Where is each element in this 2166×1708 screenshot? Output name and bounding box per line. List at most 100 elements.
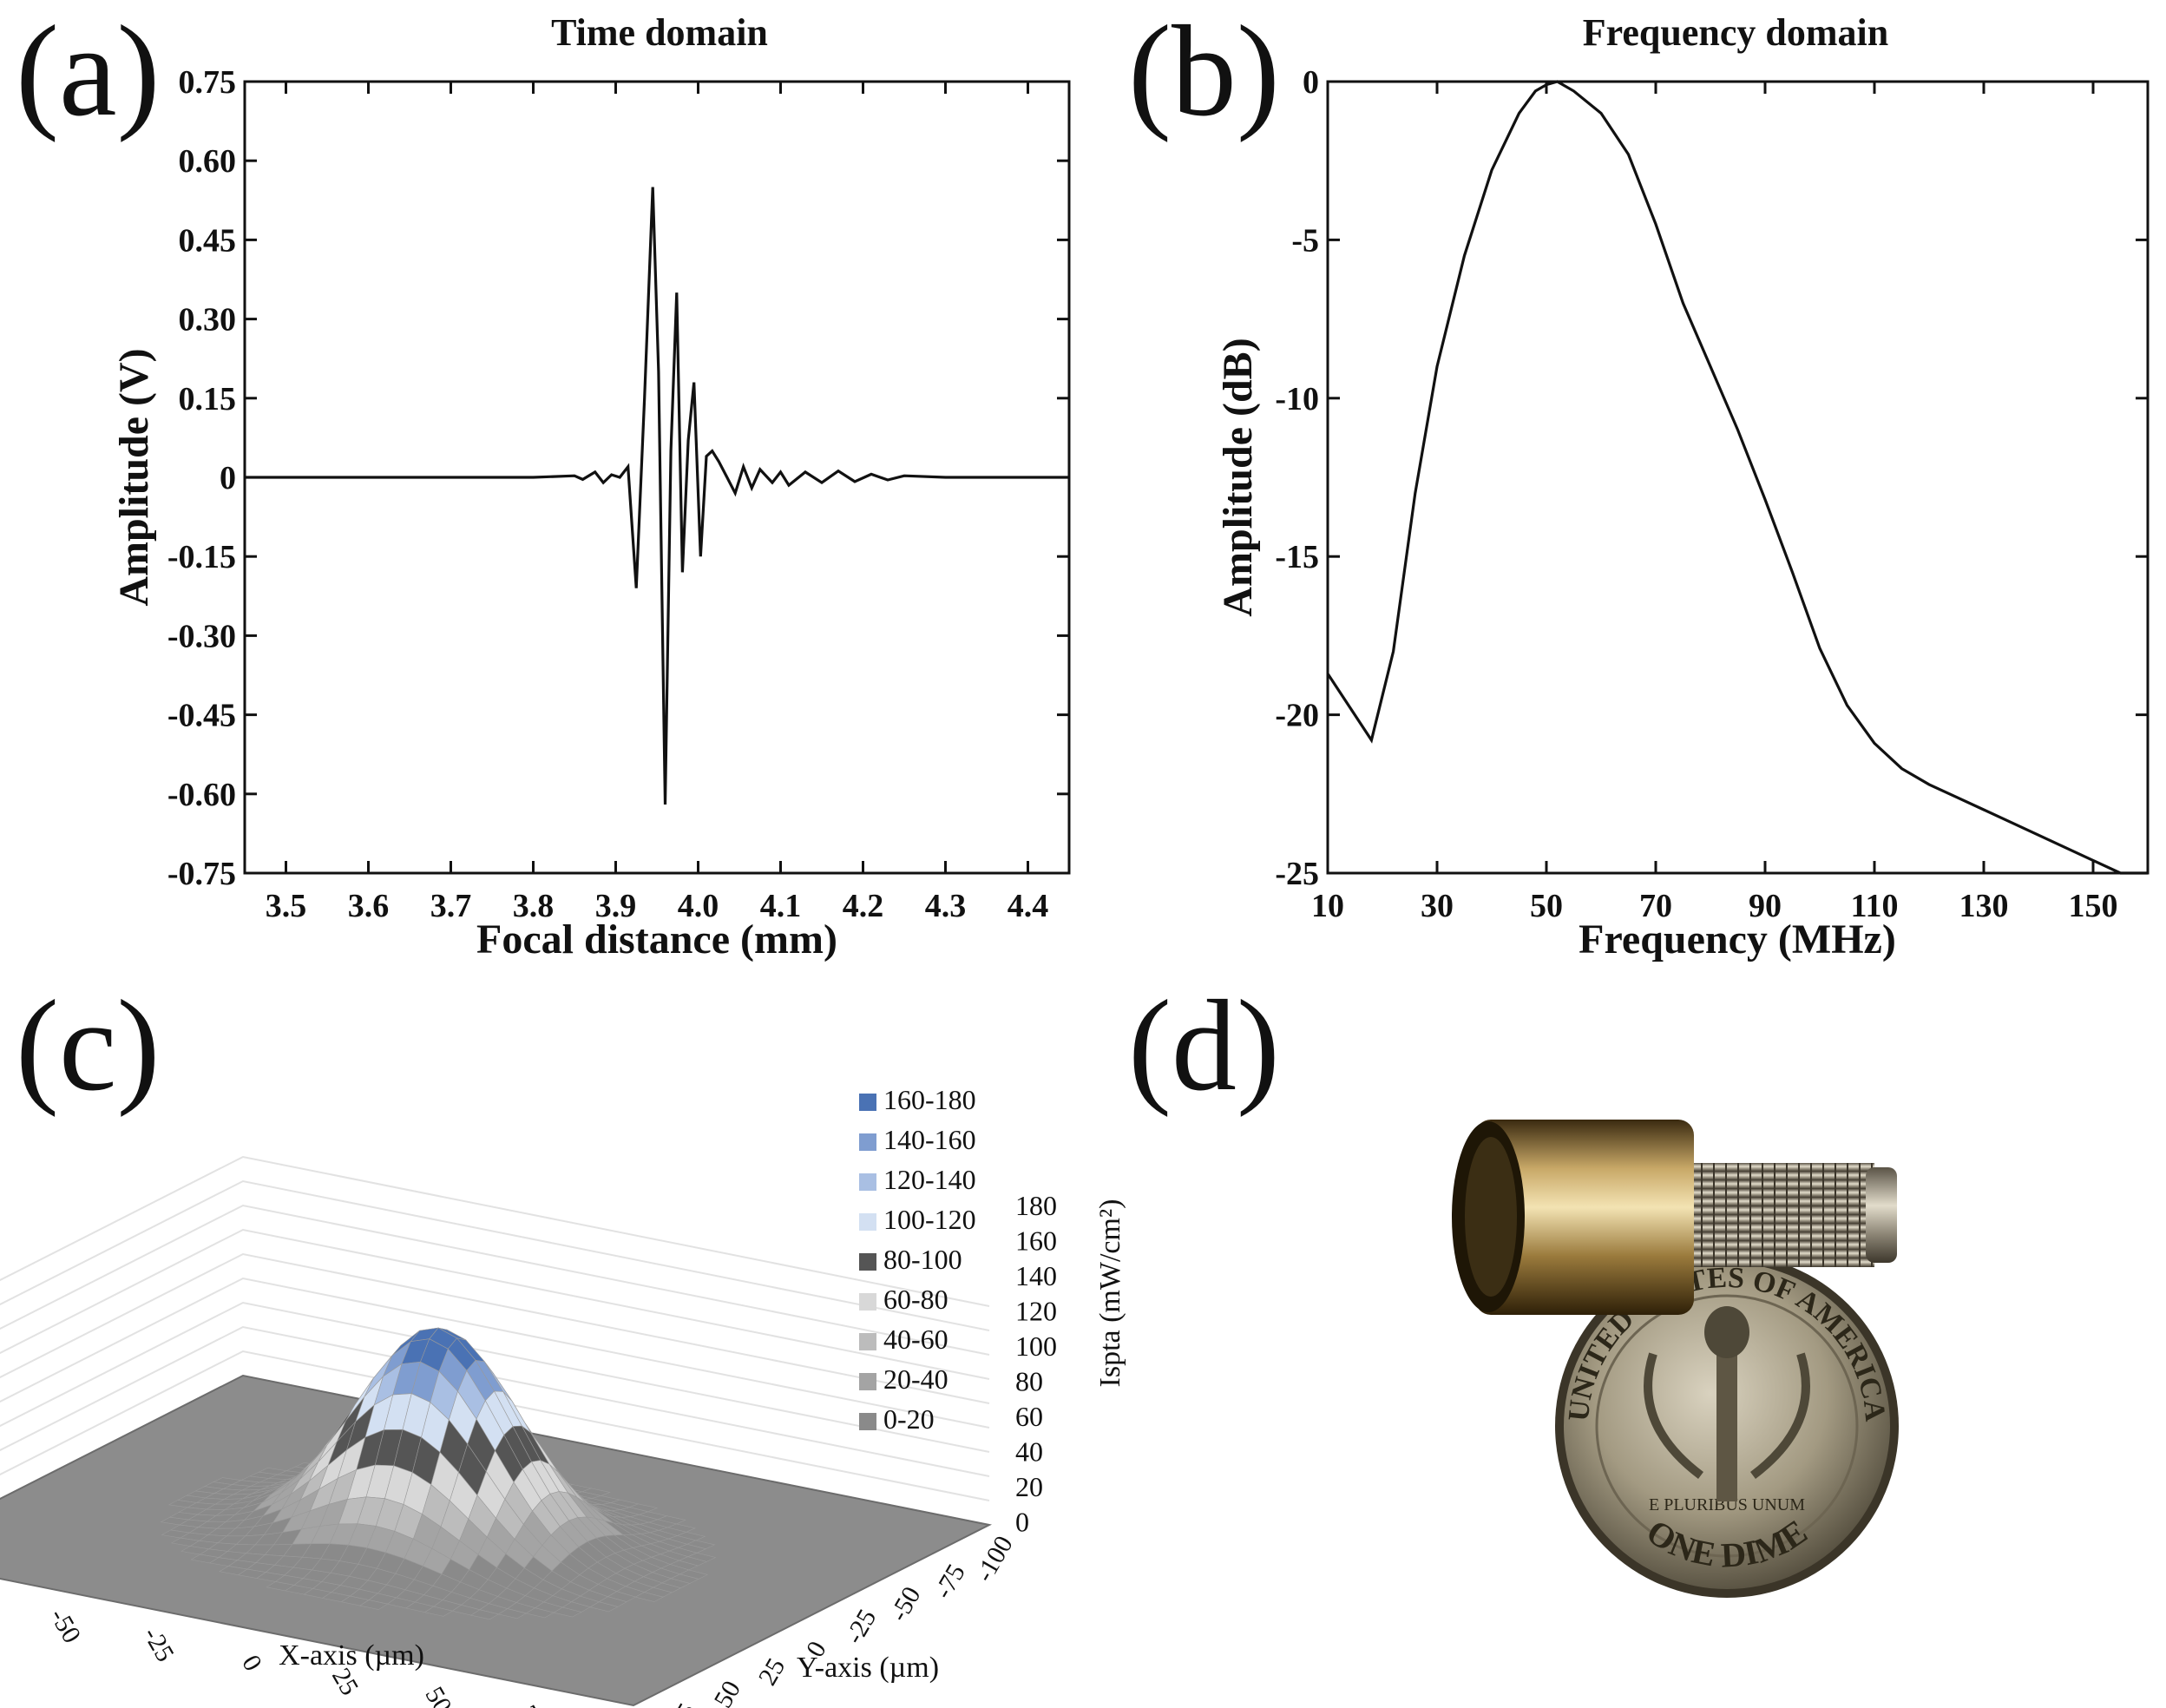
panel-label-d: (d) [1128,974,1280,1118]
transducer-photo: UNITED STATES OF AMERICA ONE DIME E PLUR… [1452,1120,1899,1598]
chart-c-ylabel: Y-axis (µm) [797,1652,939,1684]
chart-c-ztick-label: 120 [1015,1296,1057,1327]
chart-c-legend-swatch [859,1094,876,1111]
chart-c-surface-facet [589,1601,619,1613]
chart-c-legend-swatch [859,1253,876,1271]
chart-a-ytick-label: 0.75 [179,64,237,101]
chart-c-ztick-label: 140 [1015,1260,1057,1291]
chart-c-gridline [0,1325,990,1477]
chart-c-ztick-label: 0 [1015,1507,1029,1538]
chart-c-gridline [0,1350,990,1501]
chart-c-xtick-label: 0 [236,1651,267,1676]
chart-c-ytick-label: -75 [929,1560,971,1604]
chart-c-legend-label: 120-140 [883,1164,976,1195]
chart-a-xtick-label: 3.9 [595,888,637,924]
chart-c-legend-swatch [859,1133,876,1151]
chart-b-ytick-label: 0 [1303,64,1319,101]
chart-a-xtick-label: 3.6 [348,888,390,924]
beam-profile-surface-chart: 160-180140-160120-140100-12080-10060-804… [0,1084,1126,1708]
chart-c-legend-label: 40-60 [883,1324,948,1355]
chart-c-surface-facet [634,1592,664,1602]
chart-b-xtick-label: 30 [1421,888,1454,924]
chart-c-ztick-label: 160 [1015,1225,1057,1257]
chart-c-gridline [0,1228,990,1380]
chart-a-xtick-label: 3.8 [513,888,555,924]
chart-c-legend-swatch [859,1213,876,1231]
chart-c-ytick-label: 50 [708,1676,746,1708]
chart-c-gridline [0,1252,990,1404]
chart-c-legend-swatch [859,1333,876,1350]
chart-c-ztick-label: 100 [1015,1330,1057,1362]
chart-c-legend-label: 160-180 [883,1084,976,1115]
time-domain-chart: Time domain 3.5 3.6 3.7 3.8 3.9 4.0 4.1 4.2 4.3 4… [111,11,1071,962]
chart-a-ytick-label: 0.30 [179,302,237,338]
chart-a-xtick-label: 4.3 [925,888,967,924]
chart-a-ytick-label: -0.75 [167,856,236,892]
transducer-housing [1475,1120,1694,1315]
chart-c-legend-swatch [859,1413,876,1430]
chart-b-xtick-label: 70 [1639,888,1672,924]
chart-c-gridline [0,1301,990,1453]
chart-a-ytick-label: 0.45 [179,222,237,259]
chart-c-legend-swatch [859,1173,876,1191]
transducer-thread [1692,1163,1874,1267]
chart-c-gridline [0,1179,990,1331]
chart-c-legend-label: 100-120 [883,1204,976,1235]
chart-a-ytick-label: -0.15 [167,539,236,575]
chart-c-zlabel: Ispta (mW/cm²) [1094,1199,1126,1388]
chart-b-frame [1326,80,2150,875]
chart-c-legend-label: 20-40 [883,1363,948,1395]
chart-b-series-line [1326,80,2148,875]
chart-c-ztick-label: 60 [1015,1401,1043,1432]
chart-a-ytick-label: -0.45 [167,698,236,734]
chart-c-legend-label: 140-160 [883,1124,976,1155]
chart-a-title: Time domain [551,11,768,54]
chart-c-surface-facet [497,1608,528,1619]
chart-c-surface-facet [359,1600,389,1610]
torch-icon [1716,1337,1737,1501]
chart-c-ztick-label: 80 [1015,1366,1043,1397]
chart-a-xtick-label: 3.7 [430,888,472,924]
chart-b-xtick-label: 110 [1851,888,1899,924]
chart-a-xtick-label: 4.0 [678,888,719,924]
chart-c-ytick-label: 25 [753,1653,791,1690]
chart-c-ztick-label: 20 [1015,1471,1043,1502]
chart-a-ytick-label: 0.15 [179,381,237,417]
chart-c-legend-swatch [859,1373,876,1390]
chart-c-surface-facet [423,1606,454,1617]
chart-a-ytick-label: 0 [220,460,236,496]
oak-branch-icon [1749,1352,1810,1479]
chart-a-xlabel: Focal distance (mm) [476,916,837,962]
chart-c-legend-label: 0-20 [883,1403,935,1435]
chart-c-gridline [0,1155,990,1307]
chart-a-ylabel: Amplitude (V) [111,348,157,606]
chart-c-surface-facet [553,1606,582,1618]
chart-c-xtick-label: 50 [419,1682,457,1708]
olive-branch-icon [1644,1352,1704,1479]
chart-b-xtick-label: 150 [2069,888,2118,924]
chart-c-ztick-label: 40 [1015,1436,1043,1468]
chart-c-xtick-label: -25 [137,1622,180,1666]
chart-a-ytick-label: -0.60 [167,777,236,813]
chart-c-legend-swatch [859,1293,876,1311]
chart-c-xtick-label: 75 [513,1701,551,1708]
chart-a-ytick-label: -0.30 [167,618,236,654]
chart-c-surface-facet [470,1609,500,1620]
panel-label-c: (c) [16,974,160,1118]
chart-b-xtick-label: 90 [1749,888,1782,924]
chart-b-ytick-label: -20 [1275,698,1319,734]
chart-b-ylabel: Amplitude (dB) [1215,338,1261,616]
chart-b-xtick-label: 50 [1530,888,1563,924]
chart-c-ytick-label: -50 [884,1582,927,1626]
chart-a-xtick-label: 4.2 [843,888,884,924]
chart-b-ytick-label: -10 [1275,381,1319,417]
chart-c-gridline [0,1204,990,1356]
chart-b-xtick-label: 10 [1311,888,1344,924]
chart-b-xlabel: Frequency (MHz) [1579,916,1896,962]
chart-c-legend-label: 80-100 [883,1244,962,1275]
coin-motto: E PLURIBUS UNUM [1649,1495,1805,1514]
chart-c-ytick-label: -100 [970,1531,1019,1586]
chart-c-xtick-label: -50 [44,1604,87,1648]
chart-c-xlabel: X-axis (µm) [279,1639,424,1672]
